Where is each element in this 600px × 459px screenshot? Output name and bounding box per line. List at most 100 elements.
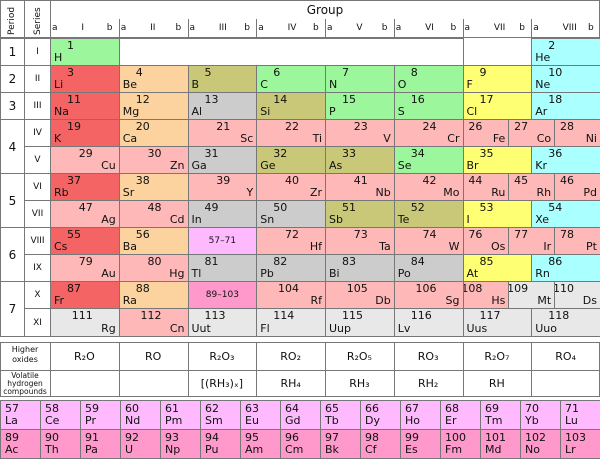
f-block-element[interactable]: 62 Sm (200, 400, 241, 430)
element-cell[interactable]: 79 Au (50, 254, 120, 282)
f-block-element[interactable]: 94 Pu (200, 429, 241, 459)
f-block-element[interactable]: 63 Eu (240, 400, 281, 430)
element-cell[interactable]: 76 Os (462, 227, 510, 255)
element-cell[interactable]: 10 Ne (531, 65, 600, 93)
element-cell[interactable]: 54 Xe (531, 200, 600, 228)
element-cell[interactable]: 118 Uuo (531, 308, 600, 337)
element-cell[interactable]: 22 Ti (256, 119, 326, 147)
element-cell[interactable]: 113 Uut (187, 308, 258, 337)
f-block-element[interactable]: 93 Np (160, 429, 201, 459)
element-cell[interactable]: 109 Mt (508, 281, 556, 309)
element-cell[interactable]: 89–103 (187, 281, 258, 309)
element-cell[interactable]: 26 Fe (462, 119, 510, 147)
f-block-element[interactable]: 66 Dy (360, 400, 401, 430)
element-cell[interactable]: 23 V (325, 119, 395, 147)
element-cell[interactable]: 77 Ir (508, 227, 556, 255)
f-block-element[interactable]: 90 Th (40, 429, 81, 459)
f-block-element[interactable]: 57 La (0, 400, 41, 430)
element-cell[interactable]: 37 Rb (50, 173, 120, 201)
element-cell[interactable]: 44 Ru (462, 173, 510, 201)
f-block-element[interactable]: 96 Cm (280, 429, 321, 459)
element-cell[interactable]: 42 Mo (393, 173, 464, 201)
element-cell[interactable]: 29 Cu (50, 146, 120, 174)
element-cell[interactable]: 104 Rf (256, 281, 326, 309)
element-cell[interactable]: 112 Cn (118, 308, 189, 337)
element-cell[interactable]: 41 Nb (325, 173, 395, 201)
f-block-element[interactable]: 61 Pm (160, 400, 201, 430)
element-cell[interactable]: 116 Lv (393, 308, 464, 337)
element-cell[interactable]: 56 Ba (118, 227, 189, 255)
element-cell[interactable]: 72 Hf (256, 227, 326, 255)
f-block-element[interactable]: 92 U (120, 429, 161, 459)
element-cell[interactable]: 11 Na (50, 92, 120, 120)
f-block-element[interactable]: 58 Ce (40, 400, 81, 430)
element-cell[interactable]: 51 Sb (325, 200, 395, 228)
element-cell[interactable]: 4 Be (118, 65, 189, 93)
f-block-element[interactable]: 103 Lr (560, 429, 600, 459)
element-cell[interactable]: 36 Kr (531, 146, 600, 174)
element-cell[interactable]: 110 Ds (554, 281, 600, 309)
element-cell[interactable]: 87 Fr (50, 281, 120, 309)
element-cell[interactable]: 24 Cr (393, 119, 464, 147)
element-cell[interactable]: 39 Y (187, 173, 258, 201)
f-block-element[interactable]: 67 Ho (400, 400, 441, 430)
element-cell[interactable]: 74 W (393, 227, 464, 255)
f-block-element[interactable]: 60 Nd (120, 400, 161, 430)
f-block-element[interactable]: 100 Fm (440, 429, 481, 459)
element-cell[interactable]: 50 Sn (256, 200, 326, 228)
element-cell[interactable]: 17 Cl (462, 92, 533, 120)
element-cell[interactable]: 84 Po (393, 254, 464, 282)
element-cell[interactable]: 82 Pb (256, 254, 326, 282)
f-block-element[interactable]: 64 Gd (280, 400, 321, 430)
element-cell[interactable]: 38 Sr (118, 173, 189, 201)
f-block-element[interactable]: 71 Lu (560, 400, 600, 430)
element-cell[interactable]: 12 Mg (118, 92, 189, 120)
element-cell[interactable]: 28 Ni (554, 119, 600, 147)
element-cell[interactable]: 85 At (462, 254, 533, 282)
f-block-element[interactable]: 59 Pr (80, 400, 121, 430)
element-cell[interactable]: 111 Rg (50, 308, 120, 337)
element-cell[interactable]: 14 Si (256, 92, 326, 120)
f-block-element[interactable]: 65 Tb (320, 400, 361, 430)
element-cell[interactable]: 3 Li (50, 65, 120, 93)
element-cell[interactable]: 21 Sc (187, 119, 258, 147)
f-block-element[interactable]: 69 Tm (480, 400, 521, 430)
element-cell[interactable]: 73 Ta (325, 227, 395, 255)
element-cell[interactable]: 105 Db (325, 281, 395, 309)
f-block-element[interactable]: 95 Am (240, 429, 281, 459)
element-cell[interactable]: 55 Cs (50, 227, 120, 255)
element-cell[interactable]: 31 Ga (187, 146, 258, 174)
f-block-element[interactable]: 89 Ac (0, 429, 41, 459)
f-block-element[interactable]: 70 Yb (520, 400, 561, 430)
element-cell[interactable]: 15 P (325, 92, 395, 120)
f-block-element[interactable]: 99 Es (400, 429, 441, 459)
element-cell[interactable]: 80 Hg (118, 254, 189, 282)
element-cell[interactable]: 19 K (50, 119, 120, 147)
element-cell[interactable]: 40 Zr (256, 173, 326, 201)
element-cell[interactable]: 49 In (187, 200, 258, 228)
element-cell[interactable]: 48 Cd (118, 200, 189, 228)
element-cell[interactable]: 115 Uup (325, 308, 395, 337)
element-cell[interactable]: 86 Rn (531, 254, 600, 282)
element-cell[interactable]: 34 Se (393, 146, 464, 174)
f-block-element[interactable]: 68 Er (440, 400, 481, 430)
f-block-element[interactable]: 98 Cf (360, 429, 401, 459)
element-cell[interactable]: 45 Rh (508, 173, 556, 201)
element-cell[interactable]: 27 Co (508, 119, 556, 147)
element-cell[interactable]: 106 Sg (393, 281, 464, 309)
element-cell[interactable]: 78 Pt (554, 227, 600, 255)
element-cell[interactable]: 88 Ra (118, 281, 189, 309)
element-cell[interactable]: 47 Ag (50, 200, 120, 228)
element-cell[interactable]: 18 Ar (531, 92, 600, 120)
element-cell[interactable]: 46 Pd (554, 173, 600, 201)
element-cell[interactable]: 52 Te (393, 200, 464, 228)
element-cell[interactable]: 16 S (393, 92, 464, 120)
element-cell[interactable]: 114 Fl (256, 308, 326, 337)
element-cell[interactable]: 81 Tl (187, 254, 258, 282)
element-cell[interactable]: 117 Uus (462, 308, 533, 337)
